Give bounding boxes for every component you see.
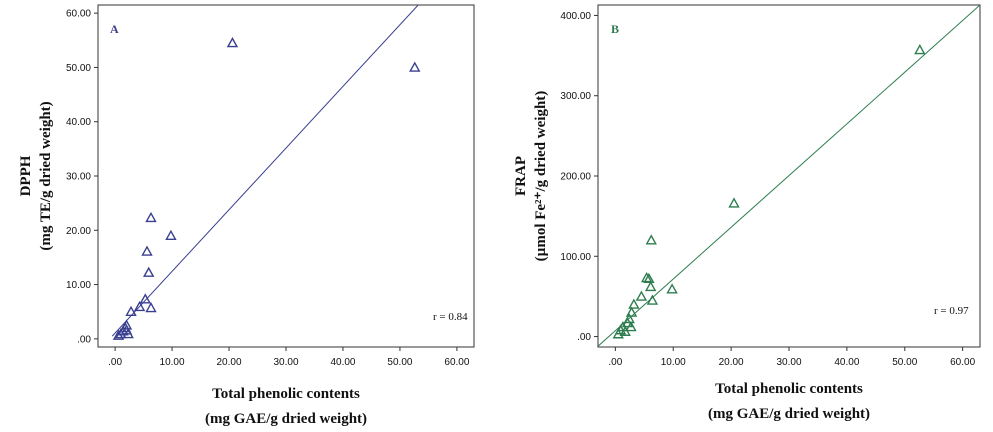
x-tick-label-a: 10.00	[160, 357, 185, 368]
y-ticks-a: .00 10.00 20.00 30.00 40.00 50.00 60.00	[66, 9, 98, 345]
plot-frame-a	[97, 4, 475, 348]
x-tick-label-b: 50.00	[892, 357, 917, 368]
x-axis-title-b: Total phenolic contents	[715, 381, 863, 397]
data-point-b	[628, 298, 640, 309]
data-point-b	[625, 320, 637, 332]
y-tick-label-a: 50.00	[66, 63, 91, 74]
y-tick-label-b: 200.00	[560, 172, 591, 183]
x-tick-label-a: 40.00	[330, 357, 355, 368]
data-point-a	[165, 229, 177, 241]
x-tick-label-b: 60.00	[950, 357, 975, 368]
panel-label-b: B	[611, 22, 619, 36]
data-point-b	[640, 272, 653, 283]
x-tick-label-b: 20.00	[719, 357, 744, 368]
data-point-b	[623, 312, 635, 324]
fit-line-b	[598, 5, 980, 347]
y-tick-label-b: 400.00	[560, 11, 591, 22]
x-tick-label-b: 10.00	[661, 357, 686, 368]
data-point-b	[645, 234, 657, 245]
y-tick-label-a: 60.00	[66, 9, 91, 20]
data-point-a	[145, 211, 157, 223]
y-tick-label-a: 30.00	[66, 172, 91, 183]
data-point-a	[139, 293, 151, 304]
data-point-b	[646, 294, 659, 305]
y-axis-title-a: DPPH	[18, 155, 34, 196]
correlation-annotation-b: r = 0.97	[934, 305, 969, 317]
data-point-b	[644, 280, 657, 292]
y-ticks-b: .00 100.00 200.00 300.00 400.00	[560, 11, 598, 343]
data-point-a	[120, 324, 133, 335]
data-point-b	[666, 283, 678, 294]
x-tick-label-b: .00	[608, 357, 622, 368]
data-point-a	[120, 319, 133, 330]
x-tick-label-b: 40.00	[834, 357, 859, 368]
y-tick-label-a: 10.00	[66, 280, 91, 291]
data-point-b	[643, 272, 655, 284]
data-point-b	[914, 44, 926, 55]
chart-panel-b: B r = 0.97 .00 100.00 200.00 300.00 400.00 .…	[513, 4, 981, 422]
y-tick-label-b: 100.00	[560, 252, 591, 263]
x-ticks-b: .00 10.00 20.00 30.00 40.00 50.00 60.00	[608, 347, 976, 368]
x-tick-label-a: 20.00	[217, 357, 242, 368]
panel-label-a: A	[110, 22, 119, 36]
data-point-b	[619, 325, 631, 337]
x-ticks-a: .00 10.00 20.00 30.00 40.00 50.00 60.00	[108, 347, 470, 368]
x-tick-label-a: 30.00	[273, 357, 298, 368]
data-point-a	[145, 301, 157, 313]
plot-area-a	[111, 5, 421, 340]
y-axis-subtitle-b: (µmol Fe²⁺/g dried weight)	[533, 91, 549, 262]
x-axis-title-a: Total phenolic contents	[212, 386, 360, 402]
y-axis-subtitle-a: (mg TE/g dried weight)	[38, 101, 54, 250]
data-point-b	[728, 197, 740, 208]
x-tick-label-b: 30.00	[776, 357, 801, 368]
data-point-a	[226, 37, 239, 48]
x-tick-label-a: 60.00	[444, 357, 469, 368]
data-point-b	[625, 306, 638, 317]
y-tick-label-a: 20.00	[66, 226, 91, 237]
fit-line-a	[111, 5, 419, 337]
chart-panel-a: A r = 0.84 .00 10.00 20.00 30.00 40.00 50.00 6…	[18, 4, 475, 427]
data-point-a	[125, 305, 137, 317]
y-tick-label-a: 40.00	[66, 117, 91, 128]
data-point-b	[635, 290, 648, 301]
y-tick-label-b: .00	[577, 332, 591, 343]
y-tick-label-a: .00	[77, 334, 91, 345]
data-point-a	[409, 61, 421, 72]
data-point-a	[143, 266, 155, 277]
x-tick-label-a: .00	[108, 357, 122, 368]
x-axis-subtitle-b: (mg GAE/g dried weight)	[708, 406, 870, 422]
data-point-a	[133, 300, 146, 312]
correlation-annotation-a: r = 0.84	[433, 311, 468, 323]
x-tick-label-a: 50.00	[387, 357, 412, 368]
data-point-a	[141, 245, 153, 256]
x-axis-subtitle-a: (mg GAE/g dried weight)	[205, 411, 367, 427]
plot-area-b	[598, 5, 980, 347]
y-axis-title-b: FRAP	[513, 156, 529, 196]
y-tick-label-b: 300.00	[560, 91, 591, 102]
